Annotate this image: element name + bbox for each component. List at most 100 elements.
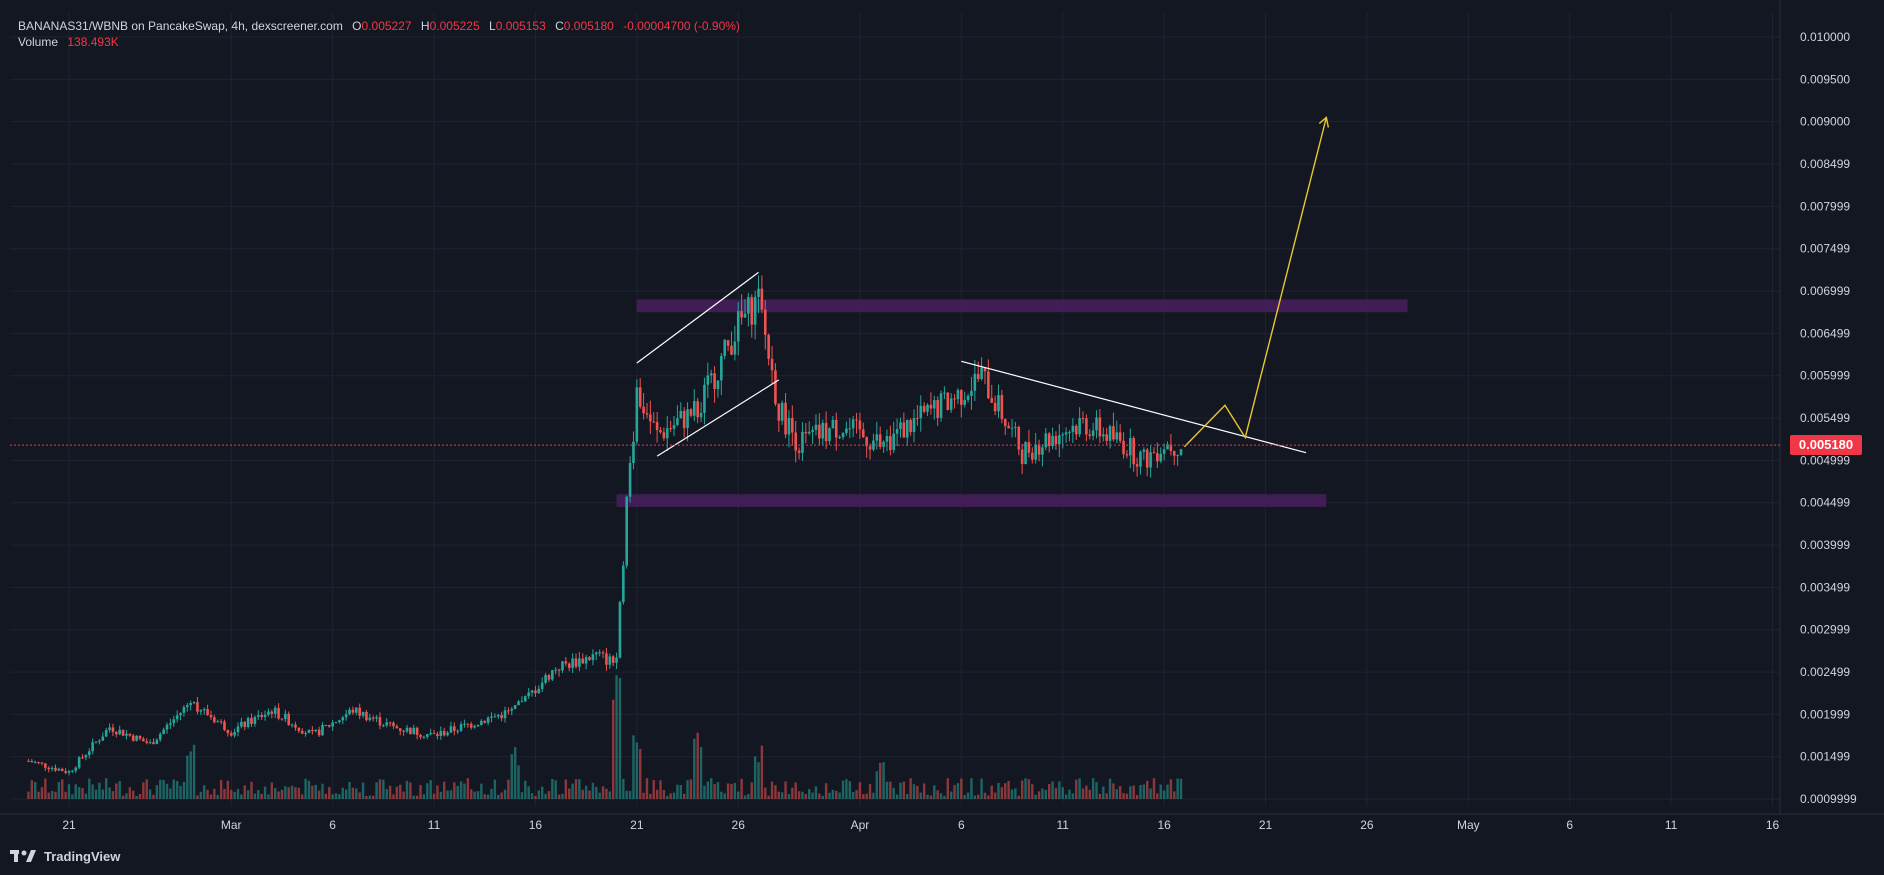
candle-body bbox=[138, 735, 142, 739]
volume-bar bbox=[257, 789, 260, 799]
candle-body bbox=[1031, 452, 1034, 460]
tradingview-brand[interactable]: TradingView bbox=[10, 844, 120, 868]
candle-body bbox=[520, 701, 524, 703]
volume-bar bbox=[1054, 787, 1058, 799]
volume-bar bbox=[172, 779, 175, 799]
volume-bar bbox=[439, 791, 442, 799]
volume-bar bbox=[716, 782, 720, 799]
candle-body bbox=[297, 727, 301, 731]
volume-bar bbox=[132, 790, 135, 799]
candle-body bbox=[192, 702, 196, 704]
candle-body bbox=[196, 702, 199, 712]
candle-body bbox=[922, 405, 926, 412]
candle-body bbox=[608, 656, 612, 665]
volume-bar bbox=[642, 792, 645, 799]
volume-bar bbox=[186, 755, 189, 799]
candle-body bbox=[679, 410, 683, 419]
volume-bar bbox=[686, 780, 689, 799]
volume-bar bbox=[486, 794, 490, 799]
y-tick-label: 0.009000 bbox=[1800, 115, 1850, 129]
candle-body bbox=[791, 417, 794, 433]
volume-bar bbox=[1091, 778, 1095, 799]
volume-bar bbox=[622, 778, 625, 799]
candle-body bbox=[1044, 433, 1048, 448]
candle-body bbox=[425, 734, 429, 737]
volume-bar bbox=[639, 748, 642, 799]
candle-body bbox=[118, 729, 121, 735]
candle-body bbox=[1098, 417, 1102, 437]
legend-change: -0.00004700 (-0.90%) bbox=[623, 19, 740, 33]
volume-bar bbox=[787, 794, 791, 799]
candle-body bbox=[696, 401, 699, 418]
candle-body bbox=[71, 770, 74, 772]
volume-bar bbox=[128, 787, 132, 799]
y-tick-label: 0.006499 bbox=[1800, 326, 1850, 340]
volume-bar bbox=[169, 788, 172, 799]
y-tick-label: 0.009500 bbox=[1800, 72, 1850, 86]
candle-body bbox=[1064, 432, 1068, 435]
volume-bar bbox=[1071, 793, 1075, 799]
candle-body bbox=[916, 418, 919, 420]
candle-body bbox=[466, 723, 470, 725]
volume-bar bbox=[64, 791, 67, 799]
volume-bar bbox=[432, 793, 436, 799]
candle-body bbox=[794, 432, 797, 451]
candle-body bbox=[598, 652, 601, 654]
volume-bar bbox=[104, 778, 108, 799]
candle-body bbox=[841, 432, 845, 438]
chart-legend: BANANAS31/WBNB on PancakeSwap, 4h, dexsc… bbox=[18, 18, 740, 50]
volume-bar bbox=[375, 782, 378, 799]
volume-bar bbox=[753, 756, 757, 799]
candle-body bbox=[932, 400, 936, 409]
volume-bar bbox=[889, 781, 892, 799]
candle-body bbox=[1085, 418, 1088, 435]
volume-bar bbox=[1118, 786, 1122, 799]
volume-bar bbox=[1112, 783, 1115, 799]
candle-body bbox=[1068, 432, 1071, 434]
volume-bar bbox=[395, 786, 399, 799]
candle-body bbox=[456, 730, 459, 732]
volume-bar bbox=[561, 793, 564, 799]
candle-body bbox=[882, 441, 885, 447]
candle-body bbox=[736, 311, 740, 342]
candle-body bbox=[760, 288, 764, 310]
volume-bar bbox=[30, 780, 34, 799]
candle-body bbox=[814, 424, 818, 430]
volume-bar bbox=[456, 785, 459, 799]
candle-body bbox=[838, 437, 841, 439]
candle-body bbox=[338, 720, 341, 723]
volume-bar bbox=[679, 785, 682, 799]
x-tick-label: 6 bbox=[958, 818, 965, 832]
legend-volume-label[interactable]: Volume bbox=[18, 35, 59, 49]
volume-bar bbox=[615, 675, 618, 799]
candle-body bbox=[625, 496, 628, 566]
candle-body bbox=[233, 731, 236, 736]
candle-body bbox=[169, 723, 172, 725]
x-tick-label: Mar bbox=[221, 818, 242, 832]
candle-body bbox=[1145, 449, 1149, 468]
legend-close-value: 0.005180 bbox=[563, 19, 614, 33]
volume-bar bbox=[987, 795, 990, 799]
volume-bar bbox=[304, 778, 307, 799]
candle-body bbox=[158, 733, 162, 740]
x-tick-label: 16 bbox=[1157, 818, 1171, 832]
candle-body bbox=[584, 657, 588, 664]
volume-bar bbox=[669, 793, 672, 799]
candle-body bbox=[317, 729, 321, 736]
volume-bar bbox=[943, 795, 946, 799]
volume-bar bbox=[601, 786, 605, 799]
volume-bar bbox=[1010, 789, 1014, 799]
volume-bar bbox=[970, 778, 973, 799]
candle-body bbox=[361, 712, 365, 716]
candle-body bbox=[811, 429, 814, 432]
volume-bar bbox=[192, 744, 196, 799]
volume-bar bbox=[960, 778, 963, 799]
candle-body bbox=[439, 730, 443, 736]
legend-symbol[interactable]: BANANAS31/WBNB on PancakeSwap, 4h, dexsc… bbox=[18, 19, 343, 33]
volume-bar bbox=[953, 785, 956, 799]
candle-body bbox=[953, 398, 956, 400]
candle-body bbox=[165, 724, 169, 730]
candle-body bbox=[973, 373, 977, 391]
volume-bar bbox=[699, 747, 703, 799]
